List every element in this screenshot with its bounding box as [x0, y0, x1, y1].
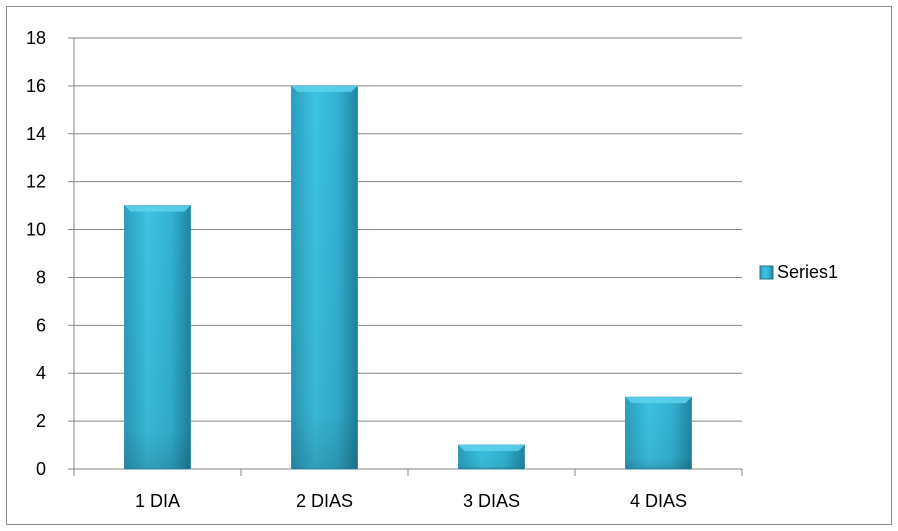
bar	[625, 396, 692, 470]
tick-labels: 0 2 4 6 8 10 12 14 16 18 1 DIA 2 DIAS 3 DIAS 4 DIAS	[26, 28, 687, 511]
y-tick-label: 10	[26, 220, 46, 240]
y-tick-label: 18	[26, 28, 46, 48]
y-tick-label: 4	[36, 363, 46, 383]
bar-cap	[291, 85, 358, 92]
y-tick-label: 2	[36, 411, 46, 431]
y-tick-label: 6	[36, 315, 46, 335]
y-tick-label: 8	[36, 267, 46, 287]
bar	[291, 85, 358, 470]
bar-shade	[291, 85, 358, 469]
y-tick-label: 16	[26, 76, 46, 96]
bar-cap	[625, 397, 692, 404]
y-tick-label: 14	[26, 124, 46, 144]
y-tick-label: 12	[26, 172, 46, 192]
bars	[124, 85, 692, 470]
y-tick-label: 0	[36, 459, 46, 479]
legend-label: Series1	[777, 262, 838, 282]
bar-cap	[124, 205, 191, 212]
bar-cap	[458, 445, 525, 452]
x-tick-label: 2 DIAS	[296, 491, 353, 511]
bar-shade	[625, 397, 692, 469]
bar-shade	[124, 205, 191, 469]
legend: Series1	[759, 262, 838, 282]
legend-swatch	[759, 265, 774, 280]
x-tick-label: 4 DIAS	[630, 491, 687, 511]
x-tick-label: 1 DIA	[135, 491, 180, 511]
bar	[458, 444, 525, 470]
x-tick-label: 3 DIAS	[463, 491, 520, 511]
bar	[124, 205, 191, 470]
